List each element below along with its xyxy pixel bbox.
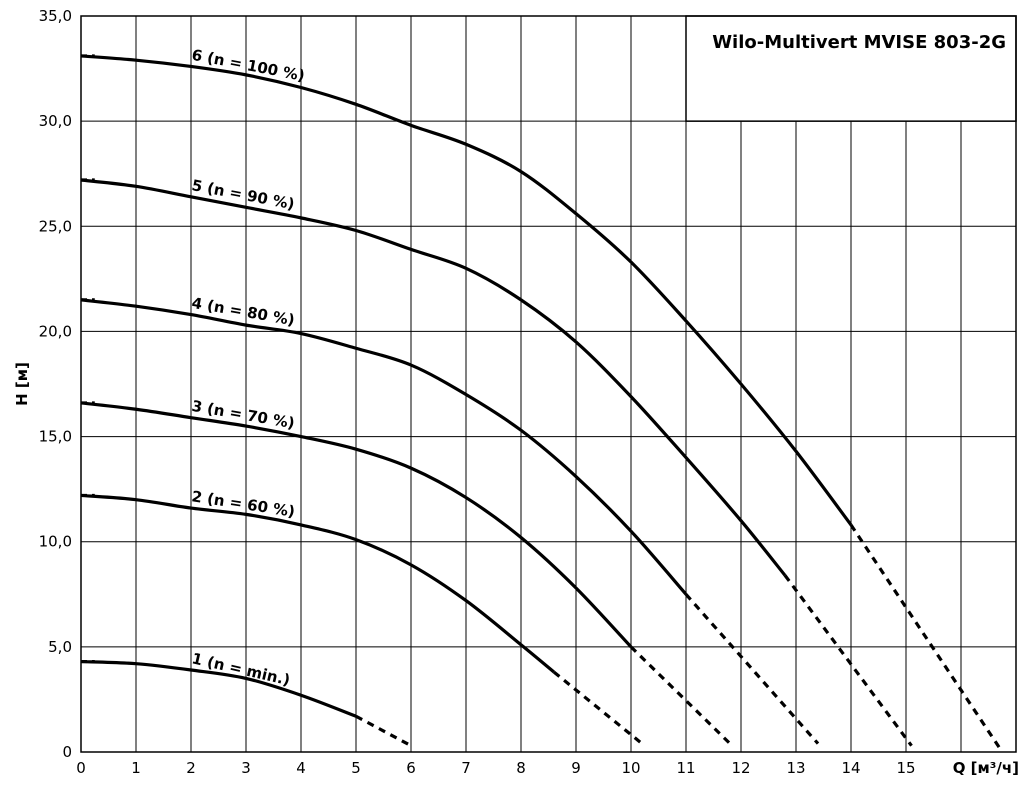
curve-3-dashed	[629, 645, 732, 745]
chart-title: Wilo-Multivert MVISE 803-2G	[712, 32, 1006, 53]
plot-frame	[80, 15, 1017, 753]
grid-lines	[81, 16, 1016, 752]
curve-2-solid	[80, 493, 556, 674]
y-tick-label: 35,0	[39, 7, 72, 25]
curve-3-solid	[80, 401, 633, 648]
y-tick-label: 25,0	[39, 217, 72, 235]
curve-6-dashed	[849, 524, 1001, 749]
x-tick-label: 3	[241, 759, 251, 777]
curve-1-solid	[80, 659, 357, 718]
x-tick-label: 11	[676, 759, 695, 777]
curve-4-solid	[80, 298, 688, 596]
x-tick-label: 4	[296, 759, 306, 777]
curve-5-solid	[80, 178, 787, 577]
y-tick-label: 30,0	[39, 112, 72, 130]
curve-6-solid	[80, 54, 853, 526]
title-frame	[685, 15, 1017, 122]
x-axis-label: Q [м³/ч]	[953, 759, 1019, 777]
x-tick-label: 2	[186, 759, 196, 777]
y-tick-label: 15,0	[39, 428, 72, 446]
curves	[80, 54, 1001, 749]
curve-5-dashed	[783, 574, 913, 747]
x-tick-label: 13	[786, 759, 805, 777]
y-axis-label: H [м]	[13, 362, 31, 406]
curve-1-label: 1 (n = min.)	[190, 649, 292, 689]
curve-2-label: 2 (n = 60 %)	[190, 487, 296, 521]
y-tick-label: 5,0	[48, 638, 72, 656]
x-tick-label: 6	[406, 759, 416, 777]
x-tick-label: 0	[76, 759, 86, 777]
x-tick-label: 5	[351, 759, 361, 777]
tick-labels: 0 1 2 3 4 5 6 7 8 9 10 11 12 13 14 1505,010,015,020,025…	[39, 7, 916, 777]
x-tick-label: 12	[731, 759, 750, 777]
curve-2-dashed	[552, 670, 644, 745]
x-tick-label: 10	[621, 759, 640, 777]
x-tick-label: 14	[841, 759, 860, 777]
curve-6-label: 6 (n = 100 %)	[190, 46, 306, 85]
curve-labels: 1 (n = min.)2 (n = 60 %)3 (n = 70 %)4 (n…	[190, 46, 306, 690]
title-box: Wilo-Multivert MVISE 803-2G	[685, 15, 1017, 122]
y-tick-label: 0	[62, 743, 72, 761]
y-tick-label: 10,0	[39, 533, 72, 551]
x-tick-label: 15	[896, 759, 915, 777]
curve-1-dashed	[355, 714, 412, 748]
x-tick-label: 7	[461, 759, 471, 777]
y-tick-label: 20,0	[39, 322, 72, 340]
x-tick-label: 1	[131, 759, 141, 777]
x-tick-label: 8	[516, 759, 526, 777]
x-tick-label: 9	[571, 759, 581, 777]
